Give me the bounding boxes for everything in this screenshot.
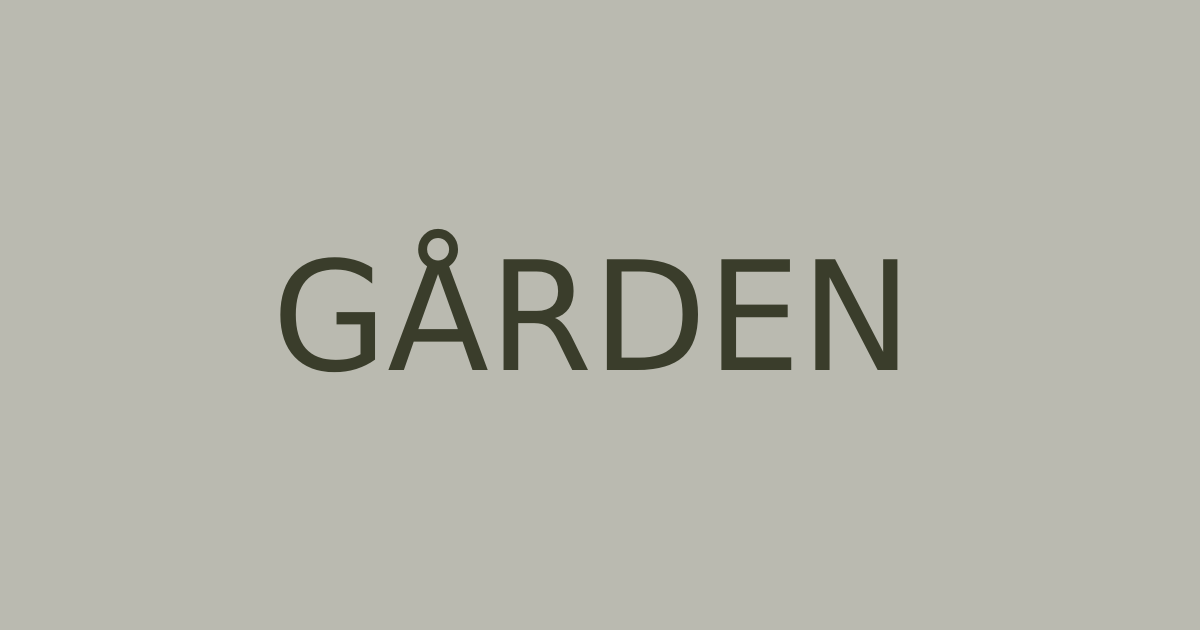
logo-wordmark: GÅRDEN [272, 229, 912, 406]
